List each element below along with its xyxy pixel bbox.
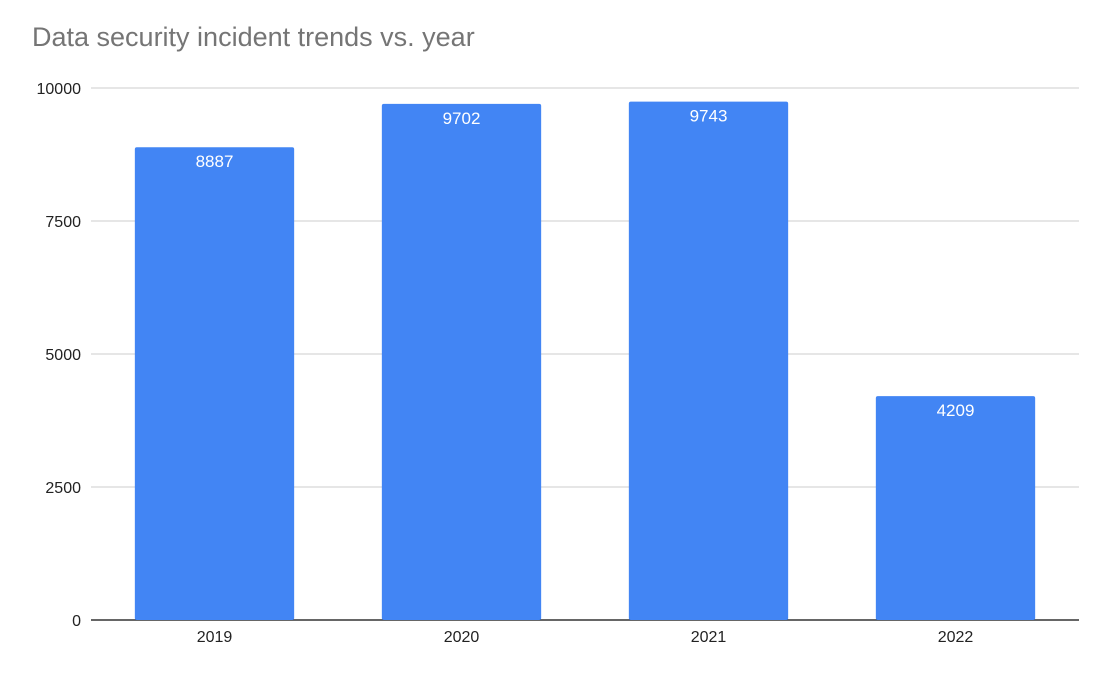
x-tick-label: 2020 <box>444 629 480 646</box>
bar-2020 <box>381 103 542 621</box>
data-label-2021: 9743 <box>690 107 728 126</box>
x-axis-ticks: 2019 2020 2021 2022 <box>197 629 974 646</box>
y-tick-label: 0 <box>72 613 81 630</box>
y-tick-label: 7500 <box>45 214 81 231</box>
bar-2021 <box>628 101 789 620</box>
y-axis-ticks: 0 2500 5000 7500 10000 <box>37 81 82 630</box>
x-tick-label: 2021 <box>691 629 727 646</box>
x-tick-label: 2022 <box>938 629 974 646</box>
data-label-2020: 9702 <box>443 109 481 128</box>
y-tick-label: 10000 <box>37 81 82 98</box>
chart-title: Data security incident trends vs. year <box>32 22 475 52</box>
x-tick-label: 2019 <box>197 629 233 646</box>
data-label-2019: 8887 <box>196 152 234 171</box>
data-labels: 8887 9702 9743 4209 <box>196 107 975 420</box>
y-tick-label: 5000 <box>45 347 81 364</box>
bar-2019 <box>134 147 295 620</box>
bar-2022 <box>875 396 1036 620</box>
bars <box>134 101 1036 621</box>
y-tick-label: 2500 <box>45 480 81 497</box>
data-label-2022: 4209 <box>937 401 975 420</box>
